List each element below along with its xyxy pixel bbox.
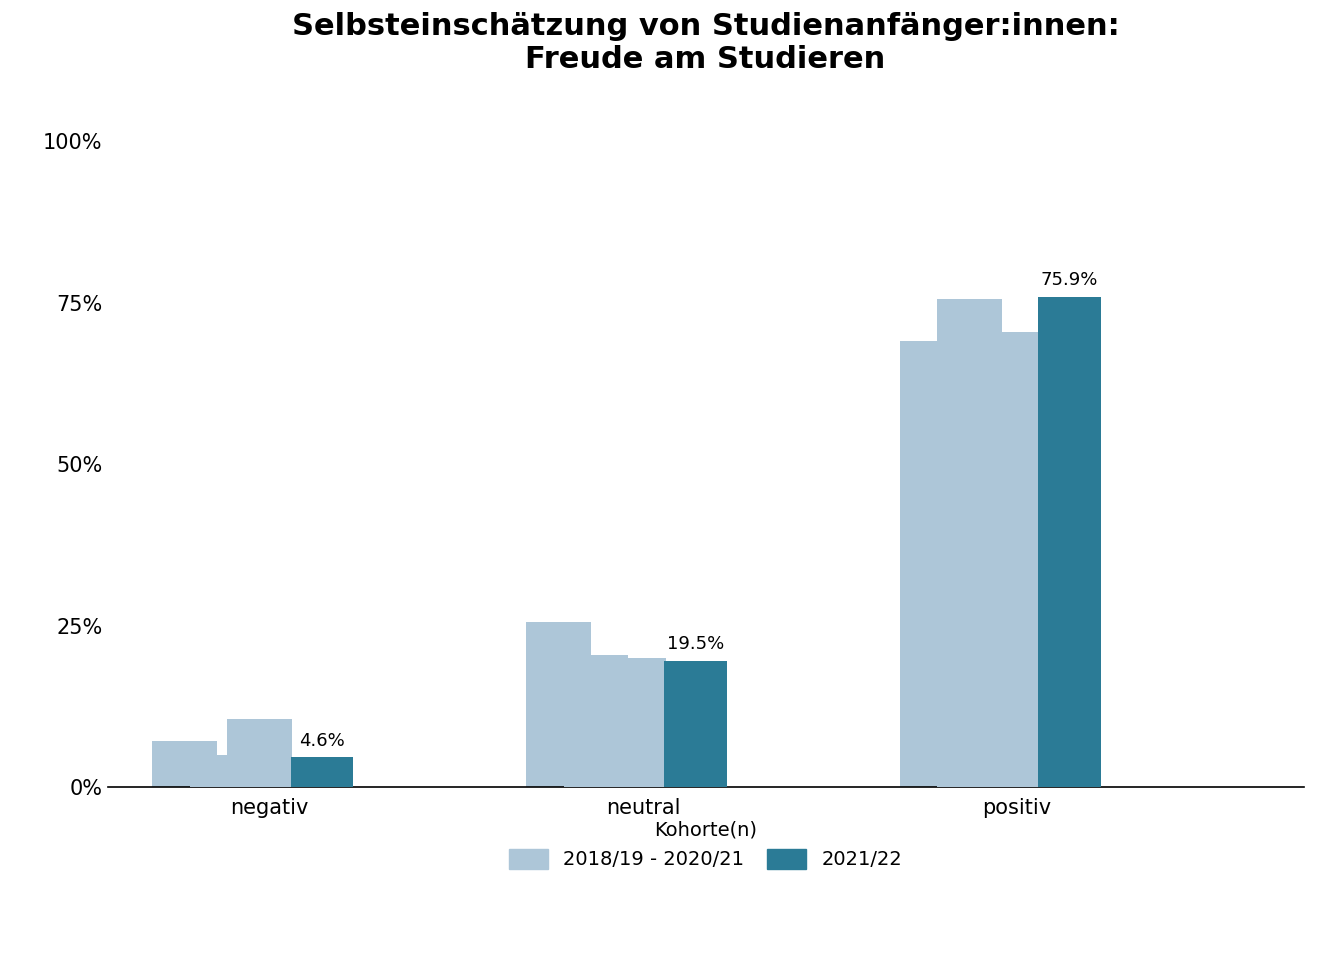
Bar [601, 658, 665, 787]
Bar [526, 622, 591, 787]
Bar [900, 342, 965, 787]
Bar [563, 655, 629, 787]
Bar [190, 755, 254, 787]
Legend: 2018/19 - 2020/21, 2021/22: 2018/19 - 2020/21, 2021/22 [501, 812, 910, 877]
Bar [974, 332, 1039, 787]
Bar [1039, 297, 1101, 787]
Title: Selbsteinschätzung von Studienanfänger:innen:
Freude am Studieren: Selbsteinschätzung von Studienanfänger:i… [292, 12, 1120, 74]
Bar [152, 741, 218, 787]
Text: 75.9%: 75.9% [1040, 271, 1098, 289]
Bar [664, 661, 727, 787]
Text: 19.5%: 19.5% [667, 636, 724, 654]
Bar [227, 719, 292, 787]
Bar [290, 757, 353, 787]
Text: 4.6%: 4.6% [298, 732, 344, 750]
Bar [937, 300, 1003, 787]
